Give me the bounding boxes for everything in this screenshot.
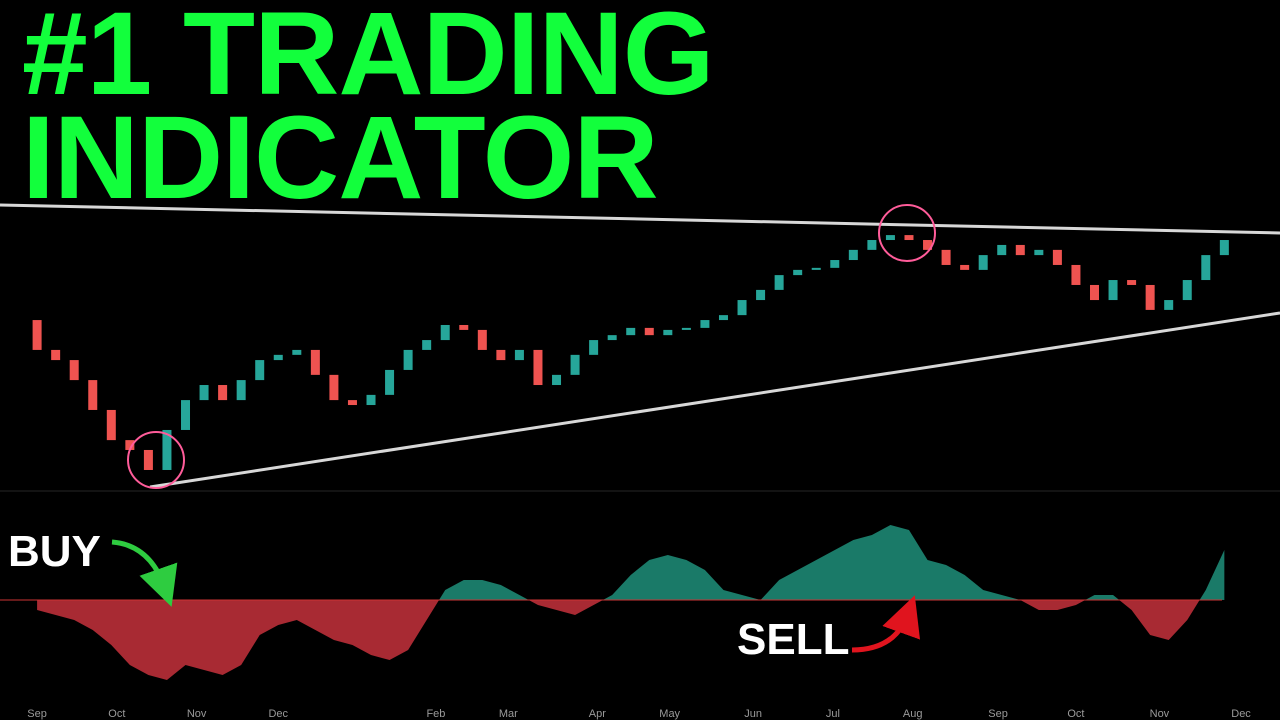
candle [273,354,283,361]
candle [1145,284,1155,310]
candle [403,349,413,370]
candle [533,349,543,386]
x-tick-label: Apr [589,708,606,720]
candle [978,255,988,270]
negative-area [37,600,1225,680]
candle [1089,284,1099,301]
buy-arrow [111,539,178,607]
candle [644,327,654,336]
candle [1182,280,1192,301]
candle [88,380,98,410]
candle [106,409,116,441]
candle [1034,249,1044,256]
x-tick-label: Dec [268,708,288,720]
candle [310,349,320,375]
x-tick-label: Mar [499,708,518,720]
candle [181,400,191,430]
candle [756,289,766,301]
candle [941,249,951,265]
candle [737,300,747,316]
buy-label: BUY [8,527,101,576]
candle [793,269,803,276]
candle [255,360,265,381]
candle [69,360,79,381]
candle [811,267,821,270]
candle [1052,249,1062,265]
candle [1127,280,1137,285]
indicator-panel [37,525,1225,680]
resistance-line [0,203,1280,235]
x-tick-label: Oct [1067,708,1084,720]
candle [1201,255,1211,281]
x-tick-label: May [659,708,680,720]
candle [477,329,487,350]
candle [422,340,432,350]
candle [385,369,395,395]
highlight-circle [878,204,936,262]
candle [514,349,524,361]
candle [681,327,691,330]
candle [143,449,153,470]
candle [459,324,469,330]
candle [867,240,877,250]
candle [496,349,506,361]
candle [626,327,636,336]
x-tick-label: Sep [988,708,1008,720]
candle [830,260,840,268]
sell-label: SELL [737,615,849,664]
candle [663,329,673,336]
candle [552,374,562,386]
candle [1108,280,1118,301]
candle [718,315,728,321]
headline: #1 TRADING INDICATOR [22,0,715,224]
x-tick-label: Jun [744,708,762,720]
sell-arrow [851,595,921,653]
x-tick-label: Sep [27,708,47,720]
candle [199,385,209,401]
candle [329,374,339,401]
candle [292,349,302,355]
highlight-circle [127,431,185,489]
candle [700,320,710,328]
candle [1015,244,1025,256]
x-tick-label: Jul [826,708,840,720]
x-tick-label: Aug [903,708,923,720]
price-panel [32,235,1229,470]
candle [1071,264,1081,285]
candle [125,440,135,450]
candle [997,244,1007,256]
candle [32,320,42,350]
candle [848,249,858,261]
x-tick-label: Oct [108,708,125,720]
candle [589,340,599,355]
candle [162,429,172,470]
candle [51,349,61,361]
x-tick-label: Nov [1150,708,1170,720]
x-tick-label: Feb [426,708,445,720]
candle [885,235,895,241]
candle [236,380,246,401]
candle [607,335,617,341]
support-line [149,311,1280,489]
candle [570,354,580,375]
candle [347,400,357,406]
candle [1164,300,1174,310]
candle [960,264,970,270]
x-tick-label: Nov [187,708,207,720]
candle [774,275,784,290]
candle [440,324,450,341]
candle [218,385,228,401]
candle [1219,240,1229,256]
x-tick-label: Dec [1231,708,1251,720]
candle [904,235,914,241]
candle [923,240,933,250]
candle [366,394,376,406]
positive-area [37,525,1225,600]
